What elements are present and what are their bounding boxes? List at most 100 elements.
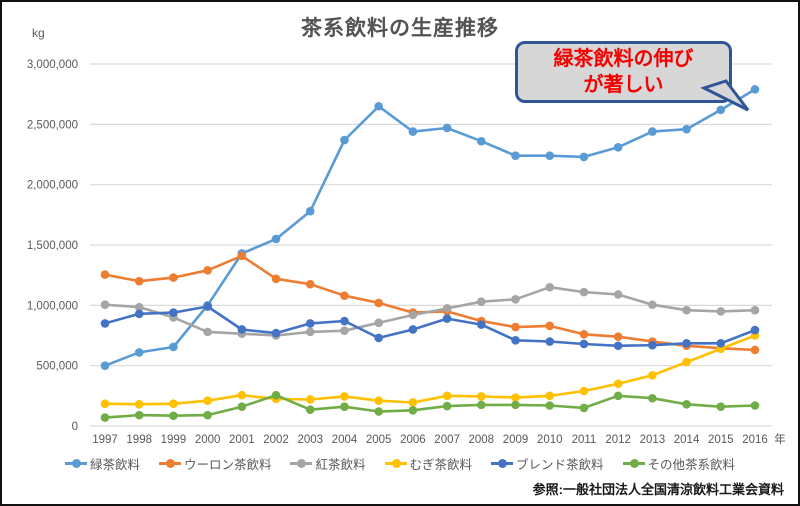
data-point-black-tea-2009 <box>511 295 520 304</box>
data-point-barley-tea-2001 <box>237 390 247 400</box>
series-line-oolong-tea <box>104 254 756 352</box>
data-point-black-tea-2012 <box>613 290 623 299</box>
legend-marker-icon <box>64 459 87 468</box>
data-point-green-tea-2005 <box>374 101 383 111</box>
legend-label: 緑茶飲料 <box>89 458 140 472</box>
data-point-blend-tea-2015 <box>716 339 726 348</box>
data-point-black-tea-1998 <box>134 302 144 312</box>
x-tick-label: 2014 <box>674 434 700 446</box>
data-point-other-tea-1999 <box>169 411 178 421</box>
data-point-black-tea-2016 <box>750 305 760 315</box>
legend-label: ブレンド茶飲料 <box>516 458 604 472</box>
data-point-blend-tea-2014 <box>682 339 691 348</box>
data-point-green-tea-2016 <box>750 85 760 94</box>
legend-item-green-tea: 緑茶飲料 <box>64 454 140 473</box>
data-point-blend-tea-2013 <box>648 340 657 350</box>
data-point-blend-tea-2004 <box>340 316 349 326</box>
legend-marker-icon <box>290 459 313 468</box>
data-point-other-tea-2013 <box>648 393 657 403</box>
data-point-green-tea-2008 <box>477 136 486 146</box>
legend-label: ウーロン茶飲料 <box>183 458 272 472</box>
data-point-barley-tea-2013 <box>648 371 657 380</box>
data-point-blend-tea-2009 <box>511 336 520 345</box>
x-tick-label: 2010 <box>537 434 563 446</box>
data-point-barley-tea-2012 <box>613 379 623 389</box>
x-tick-label: 2006 <box>400 434 426 446</box>
x-tick-label: 1999 <box>161 434 187 446</box>
data-point-black-tea-2008 <box>477 297 486 307</box>
data-point-oolong-tea-2004 <box>340 291 349 300</box>
x-tick-label: 2009 <box>503 434 529 446</box>
data-point-black-tea-2011 <box>579 287 589 297</box>
legend-label: むぎ茶飲料 <box>409 458 473 472</box>
data-point-green-tea-2015 <box>716 105 726 115</box>
data-point-other-tea-2004 <box>340 402 349 411</box>
data-point-blend-tea-2002 <box>271 328 281 338</box>
data-point-oolong-tea-2002 <box>271 274 281 284</box>
data-point-blend-tea-2001 <box>237 325 247 334</box>
data-point-green-tea-2011 <box>579 152 589 162</box>
data-point-oolong-tea-2012 <box>613 332 623 342</box>
callout-bubble: 緑茶飲料の伸び が著しい <box>515 41 750 112</box>
data-point-oolong-tea-2000 <box>203 266 212 275</box>
data-point-barley-tea-2004 <box>340 392 349 401</box>
data-point-other-tea-2008 <box>477 400 486 410</box>
source-note: 参照:一般社団法人全国清涼飲料工業会資料 <box>532 482 784 497</box>
data-point-green-tea-1997 <box>100 361 110 370</box>
data-point-other-tea-2011 <box>579 403 589 413</box>
series-line-barley-tea <box>104 334 756 406</box>
y-tick-label: 1,500,000 <box>27 240 78 252</box>
data-point-blend-tea-2003 <box>305 319 315 328</box>
data-point-other-tea-2010 <box>545 401 555 410</box>
y-tick-label: 0 <box>72 421 78 433</box>
x-tick-label: 2005 <box>366 434 392 446</box>
data-point-oolong-tea-2003 <box>305 279 315 289</box>
data-point-blend-tea-2008 <box>477 320 486 329</box>
data-point-oolong-tea-2009 <box>511 322 520 332</box>
y-tick-label: 2,000,000 <box>27 180 78 192</box>
data-point-barley-tea-2006 <box>408 398 418 407</box>
data-point-blend-tea-1998 <box>134 309 144 319</box>
data-point-oolong-tea-2005 <box>374 298 383 308</box>
legend-label: その他茶系飲料 <box>647 458 736 472</box>
series-line-blend-tea <box>104 305 756 348</box>
x-axis-suffix-label: 年 <box>774 432 786 446</box>
data-point-other-tea-2016 <box>750 401 760 410</box>
data-point-green-tea-2006 <box>408 127 418 136</box>
legend-item-oolong-tea: ウーロン茶飲料 <box>158 454 272 473</box>
y-axis-unit-label: kg <box>32 26 45 40</box>
data-point-barley-tea-2007 <box>442 391 452 401</box>
data-point-other-tea-2001 <box>237 402 247 411</box>
data-point-other-tea-2006 <box>408 406 418 415</box>
data-point-blend-tea-2006 <box>408 325 418 334</box>
x-tick-label: 2013 <box>640 434 666 446</box>
legend-marker-icon <box>384 459 407 468</box>
data-point-green-tea-1998 <box>134 348 144 357</box>
data-point-other-tea-2015 <box>716 402 726 411</box>
data-point-blend-tea-2005 <box>374 333 383 343</box>
data-point-barley-tea-2011 <box>579 386 589 396</box>
data-point-green-tea-2002 <box>271 234 281 244</box>
data-point-blend-tea-1997 <box>100 319 110 328</box>
legend-marker-icon <box>491 459 514 468</box>
data-point-barley-tea-2000 <box>203 396 212 405</box>
data-point-black-tea-2014 <box>682 305 691 315</box>
x-tick-label: 2003 <box>297 434 323 446</box>
chart-legend: 緑茶飲料 ウーロン茶飲料 紅茶飲料 むぎ茶飲料 ブレンド茶飲料 その他茶系飲料 <box>2 454 798 473</box>
data-point-oolong-tea-2010 <box>545 321 555 331</box>
data-point-black-tea-2010 <box>545 282 555 292</box>
data-point-oolong-tea-1999 <box>169 273 178 282</box>
x-tick-label: 2002 <box>263 434 289 446</box>
chart-title: 茶系飲料の生産推移 <box>301 17 499 40</box>
x-tick-label: 1998 <box>126 434 152 446</box>
data-point-black-tea-2007 <box>442 304 452 313</box>
data-point-black-tea-2006 <box>408 310 418 320</box>
x-tick-label: 2004 <box>332 434 358 446</box>
data-point-black-tea-2013 <box>648 300 657 310</box>
y-tick-label: 3,000,000 <box>27 59 78 71</box>
data-point-barley-tea-2010 <box>545 391 555 401</box>
legend-item-barley-tea: むぎ茶飲料 <box>384 454 473 473</box>
data-point-green-tea-2009 <box>511 151 520 161</box>
x-tick-label: 2016 <box>742 434 768 446</box>
series-line-other-tea <box>104 393 756 419</box>
